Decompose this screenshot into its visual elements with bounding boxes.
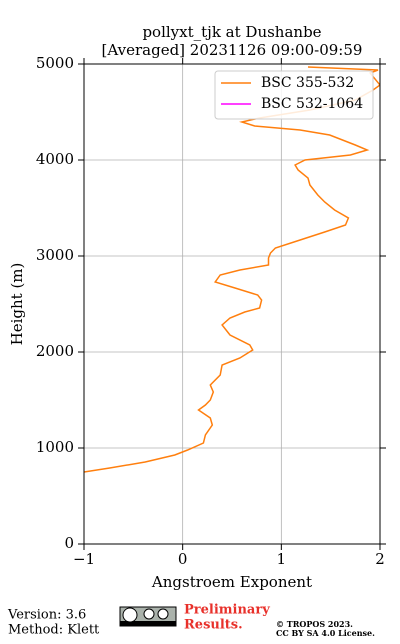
method: Method: Klett bbox=[8, 623, 100, 638]
x-tick-label: 2 bbox=[375, 550, 385, 568]
y-tick-label: 0 bbox=[64, 534, 74, 552]
license: CC BY SA 4.0 License. bbox=[276, 628, 375, 638]
legend-label: BSC 355-532 bbox=[261, 75, 354, 91]
y-tick-label: 1000 bbox=[36, 438, 74, 456]
legend-box bbox=[214, 70, 374, 120]
data-line bbox=[84, 66, 380, 473]
preliminary: Results. bbox=[184, 618, 243, 633]
y-tick-label: 3000 bbox=[36, 246, 74, 264]
x-tick-label: −1 bbox=[73, 550, 95, 568]
x-axis-label: Angstroem Exponent bbox=[151, 573, 312, 591]
chart-subtitle: [Averaged] 20231126 09:00-09:59 bbox=[102, 41, 363, 59]
y-axis-label: Height (m) bbox=[8, 263, 26, 346]
chart-title: pollyxt_tjk at Dushanbe bbox=[142, 23, 321, 41]
plot-frame bbox=[83, 63, 381, 545]
y-tick-label: 2000 bbox=[36, 342, 74, 360]
version: Version: 3.6 bbox=[7, 608, 86, 623]
cc-logo bbox=[119, 606, 177, 627]
x-tick-label: 1 bbox=[277, 550, 287, 568]
y-tick-label: 5000 bbox=[36, 54, 74, 72]
y-tick-label: 4000 bbox=[36, 150, 74, 168]
preliminary: Preliminary bbox=[184, 603, 270, 618]
legend-label: BSC 532-1064 bbox=[261, 96, 363, 112]
copyright: © TROPOS 2023. bbox=[276, 619, 353, 629]
x-tick-label: 0 bbox=[178, 550, 188, 568]
